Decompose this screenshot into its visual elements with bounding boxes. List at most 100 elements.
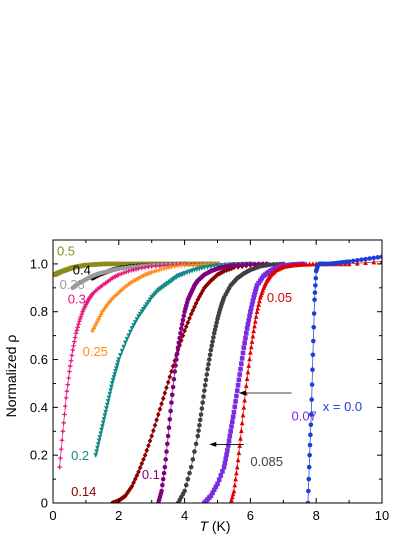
data-point [195, 433, 201, 439]
series-11 [305, 254, 382, 503]
data-point [187, 470, 192, 476]
data-point [193, 300, 199, 307]
data-point [230, 414, 236, 420]
data-point [104, 406, 109, 412]
x-tick-label: 4 [181, 508, 188, 523]
data-point [187, 315, 192, 322]
data-point [307, 452, 312, 458]
data-point [237, 442, 243, 448]
data-point [248, 261, 253, 267]
data-point [106, 395, 112, 401]
x-tick-label: 8 [313, 508, 320, 523]
data-point [223, 456, 229, 462]
series-label: 0.085 [250, 454, 283, 469]
data-point [174, 351, 180, 356]
data-point [79, 311, 85, 317]
data-point [180, 332, 186, 339]
data-point [253, 318, 258, 324]
data-point [230, 494, 235, 500]
data-point [239, 420, 245, 426]
y-axis-title: Normalized ρ [3, 335, 19, 418]
y-tick-label: 0.6 [30, 352, 48, 367]
data-point [116, 261, 122, 267]
data-point [306, 476, 312, 482]
data-point [256, 301, 261, 307]
data-point [304, 261, 309, 267]
series-label: 0.1 [142, 467, 160, 482]
data-point [379, 258, 382, 264]
data-point [198, 290, 204, 297]
data-point [231, 488, 237, 494]
data-point [109, 384, 114, 390]
data-point [367, 256, 372, 261]
data-point [134, 317, 140, 323]
data-point [169, 392, 175, 398]
data-point [169, 400, 174, 405]
data-point [77, 318, 82, 324]
data-point [359, 257, 364, 263]
series-line [307, 256, 382, 503]
data-point [63, 403, 68, 409]
series-7 [155, 261, 270, 503]
data-point [313, 283, 318, 288]
data-point [309, 397, 314, 402]
data-point [68, 358, 74, 364]
data-point [250, 333, 256, 339]
data-point [149, 433, 154, 439]
series-label: x = 0.0 [323, 399, 362, 414]
data-point [93, 262, 99, 267]
data-point [101, 417, 107, 423]
y-tick-label: 0.2 [30, 448, 48, 463]
data-point [165, 262, 171, 268]
data-point [156, 267, 162, 273]
data-point [243, 330, 249, 336]
data-point [211, 263, 217, 269]
data-point [57, 464, 62, 470]
data-point [166, 425, 172, 430]
data-point [211, 335, 216, 340]
series-label: 0.4 [73, 263, 91, 278]
data-point [254, 308, 260, 315]
data-point [95, 318, 100, 324]
data-point [165, 441, 170, 447]
data-point [240, 350, 246, 356]
data-point [310, 261, 316, 267]
data-point [159, 400, 164, 407]
data-point [160, 482, 165, 488]
data-point [95, 445, 100, 451]
data-point [226, 266, 232, 273]
data-point [250, 298, 256, 304]
data-point [91, 262, 96, 267]
data-point [195, 296, 201, 303]
data-point [134, 472, 140, 479]
data-point [100, 420, 106, 426]
data-point [248, 349, 253, 355]
data-point [208, 493, 214, 499]
data-point [220, 269, 225, 275]
data-point [216, 270, 222, 277]
data-point [116, 357, 122, 363]
data-point [231, 264, 237, 271]
data-point [207, 352, 213, 358]
data-point [234, 388, 240, 393]
data-point [171, 376, 177, 382]
data-point [123, 340, 128, 346]
data-point [93, 321, 99, 326]
data-point [235, 262, 241, 268]
data-point [58, 455, 63, 461]
data-point [164, 449, 169, 454]
data-point [245, 369, 251, 375]
data-point [132, 261, 138, 267]
data-point [107, 391, 113, 398]
data-point [218, 473, 224, 478]
data-point [229, 497, 234, 503]
x-tick-label: 0 [49, 508, 56, 523]
series-4 [90, 261, 220, 334]
data-point [200, 288, 205, 294]
data-point [235, 457, 241, 463]
data-point [98, 431, 104, 437]
data-point [312, 297, 317, 303]
data-point [61, 420, 66, 426]
data-point [180, 317, 186, 323]
